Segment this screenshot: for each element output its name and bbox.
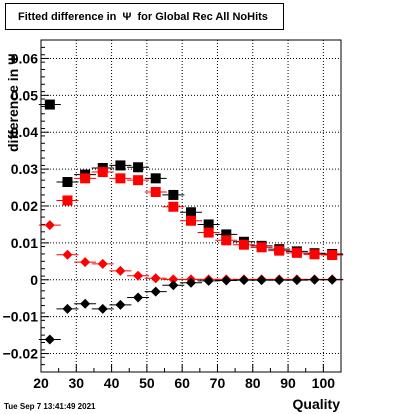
data-point-square — [186, 215, 196, 226]
y-tick-label: 0.06 — [11, 50, 38, 66]
data-point-square — [186, 207, 196, 218]
x-tick-label: 100 — [312, 375, 336, 391]
data-point-square — [309, 249, 320, 260]
data-point-diamond — [115, 299, 126, 310]
data-point-diamond — [62, 303, 73, 314]
data-point-diamond — [97, 303, 108, 314]
data-point-square — [203, 227, 214, 238]
data-point-square — [44, 99, 55, 110]
data-point-square — [80, 173, 91, 184]
data-point-diamond — [238, 275, 249, 286]
y-tick-label: 0.05 — [11, 87, 38, 103]
x-tick-label: 60 — [174, 375, 190, 391]
data-point-diamond — [291, 275, 302, 286]
timestamp-label: Tue Sep 7 13:41:49 2021 — [4, 402, 96, 411]
data-point-diamond — [274, 275, 285, 286]
data-point-diamond — [150, 273, 161, 284]
y-tick-label: −0.01 — [3, 309, 39, 325]
data-point-diamond — [309, 274, 320, 285]
data-point-diamond — [97, 258, 108, 269]
data-point-square — [115, 173, 126, 184]
data-point-square — [238, 239, 249, 250]
data-point-diamond — [44, 220, 55, 231]
x-tick-label: 70 — [210, 375, 226, 391]
data-point-diamond — [80, 298, 91, 309]
data-point-diamond — [256, 275, 267, 286]
y-axis-title: difference in Ψ — [5, 53, 21, 152]
data-point-diamond — [133, 270, 144, 281]
data-point-square — [168, 189, 179, 200]
data-point-square — [168, 201, 179, 212]
data-point-square — [150, 186, 161, 197]
data-point-square — [133, 175, 144, 186]
data-point-diamond — [221, 275, 232, 286]
data-point-square — [115, 160, 126, 171]
data-point-square — [291, 247, 302, 258]
data-point-square — [62, 177, 73, 188]
data-point-square — [256, 242, 267, 253]
data-point-square — [62, 195, 73, 206]
data-point-diamond — [62, 249, 73, 260]
data-point-square — [221, 229, 232, 240]
data-point-diamond — [168, 274, 179, 285]
x-tick-label: 50 — [139, 375, 155, 391]
y-tick-label: −0.02 — [3, 346, 39, 362]
data-point-diamond — [115, 265, 126, 276]
data-point-diamond — [168, 280, 179, 291]
y-tick-label: 0.04 — [11, 124, 38, 140]
data-point-diamond — [327, 274, 338, 285]
data-point-square — [150, 173, 161, 184]
data-point-square — [274, 245, 285, 256]
x-tick-label: 20 — [33, 375, 49, 391]
data-point-diamond — [133, 292, 144, 303]
x-tick-label: 80 — [245, 375, 261, 391]
data-point-diamond — [186, 277, 196, 288]
chart-title: Fitted difference in Ψ for Global Rec Al… — [5, 3, 284, 30]
data-point-square — [133, 162, 144, 173]
y-tick-label: 0.02 — [11, 198, 38, 214]
x-tick-label: 90 — [280, 375, 296, 391]
data-point-square — [221, 235, 232, 246]
y-tick-label: 0 — [30, 272, 38, 288]
data-point-square — [327, 250, 338, 261]
data-point-diamond — [80, 257, 91, 268]
data-point-square — [203, 219, 214, 230]
data-point-square — [97, 167, 108, 178]
data-point-diamond — [203, 275, 214, 286]
x-tick-label: 30 — [69, 375, 85, 391]
data-point-diamond — [150, 286, 161, 297]
x-tick-label: 40 — [104, 375, 120, 391]
data-point-diamond — [44, 334, 55, 345]
x-axis-title: Quality — [292, 396, 340, 412]
y-tick-label: 0.01 — [11, 235, 38, 251]
y-tick-label: 0.03 — [11, 161, 38, 177]
